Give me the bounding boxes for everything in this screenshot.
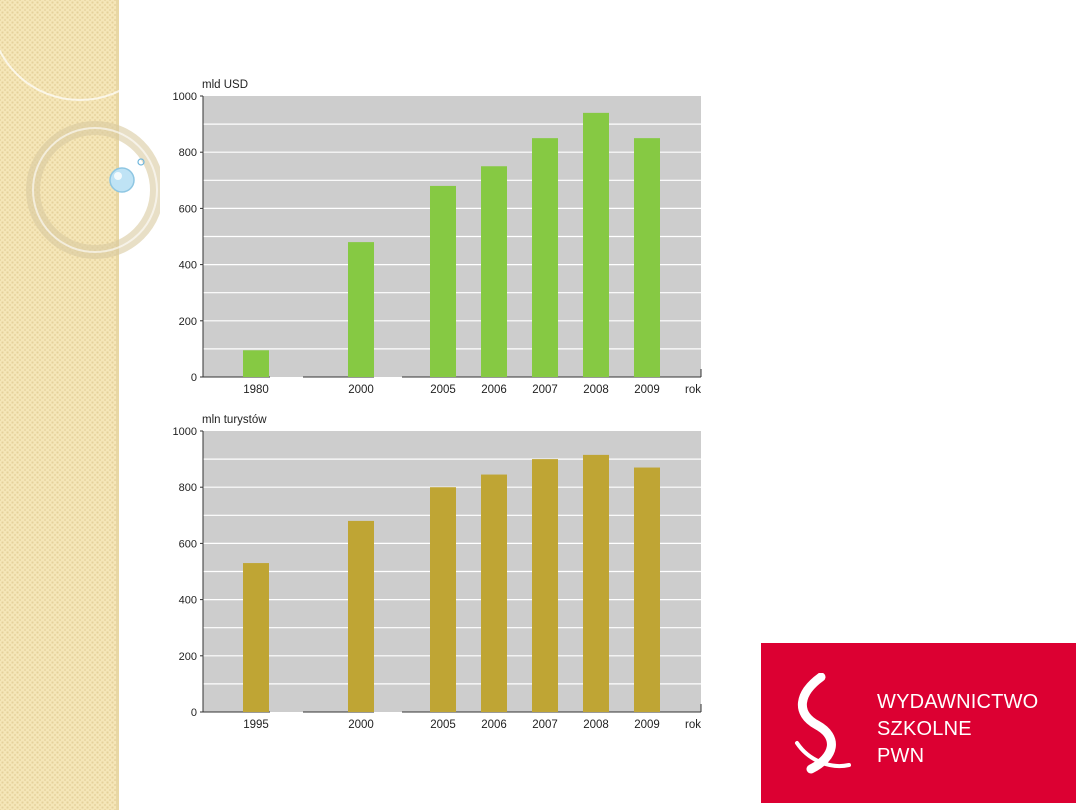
bar xyxy=(532,459,558,712)
x-tick-label: 1980 xyxy=(243,384,269,396)
bar xyxy=(243,563,269,712)
x-tick-label: 2007 xyxy=(532,719,558,731)
logo-line-1: WYDAWNICTWO xyxy=(877,691,1039,713)
bar xyxy=(583,454,609,712)
bar xyxy=(243,350,269,377)
y-tick-label: 600 xyxy=(179,538,197,550)
y-tick-label: 0 xyxy=(191,372,197,384)
bar xyxy=(583,112,609,378)
x-tick-label: 2005 xyxy=(430,384,456,396)
x-axis-title: rok xyxy=(685,384,701,396)
x-tick-label: 2006 xyxy=(481,719,507,731)
chart-revenue: 0 200 400 600 800 1000 mld USD 1980 2000 2005 2006… xyxy=(173,79,702,396)
chart-tourists: 0 200 400 600 800 1000 mln turystów 1995 2000 200… xyxy=(173,414,702,731)
x-tick-label: 2005 xyxy=(430,719,456,731)
bar xyxy=(634,138,660,377)
x-tick-label: 2008 xyxy=(583,719,609,731)
bar xyxy=(634,467,660,712)
y-tick-label: 400 xyxy=(179,595,197,607)
y-tick-label: 1000 xyxy=(173,426,197,438)
x-tick-label: 2009 xyxy=(634,384,660,396)
decorative-circles xyxy=(0,48,160,259)
side-panel-edge xyxy=(116,0,119,810)
x-tick-label: 2000 xyxy=(348,719,374,731)
logo-swan-icon xyxy=(795,673,851,774)
bar xyxy=(348,242,374,377)
x-tick-label: 1995 xyxy=(243,719,269,731)
bar xyxy=(481,474,507,712)
bar xyxy=(481,166,507,377)
y-axis-title: mln turystów xyxy=(202,414,267,426)
y-tick-label: 800 xyxy=(179,482,197,494)
y-axis-title: mld USD xyxy=(202,79,248,91)
x-tick-label: 2009 xyxy=(634,719,660,731)
bar xyxy=(430,487,456,712)
y-tick-label: 400 xyxy=(179,260,197,272)
x-tick-label: 2007 xyxy=(532,384,558,396)
bar xyxy=(430,185,456,377)
y-tick-label: 200 xyxy=(179,651,197,663)
y-tick-label: 800 xyxy=(179,147,197,159)
y-tick-label: 200 xyxy=(179,316,197,328)
bar xyxy=(348,520,374,712)
y-tick-label: 600 xyxy=(179,203,197,215)
x-axis-title: rok xyxy=(685,719,701,731)
x-tick-label: 2008 xyxy=(583,384,609,396)
bar xyxy=(532,138,558,377)
y-tick-label: 1000 xyxy=(173,91,197,103)
logo-line-3: PWN xyxy=(877,745,925,767)
x-tick-label: 2000 xyxy=(348,384,374,396)
logo-line-2: SZKOLNE xyxy=(877,718,972,740)
publisher-logo: WYDAWNICTWO SZKOLNE PWN xyxy=(761,643,1076,803)
x-tick-label: 2006 xyxy=(481,384,507,396)
y-tick-label: 0 xyxy=(191,707,197,719)
